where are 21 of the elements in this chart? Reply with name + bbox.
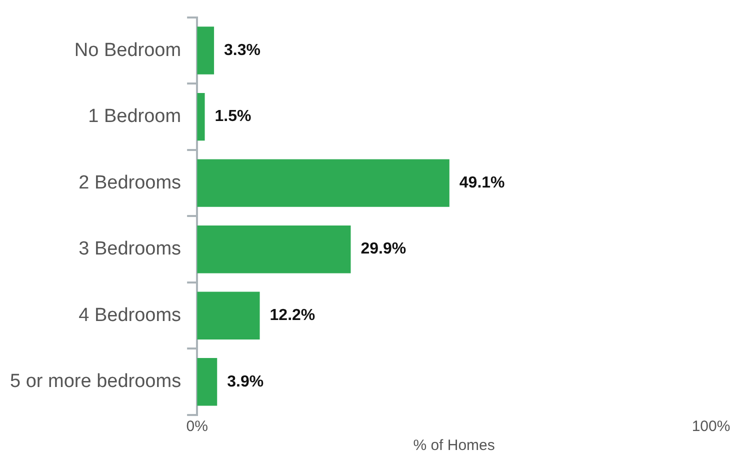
- data-label: 3.9%: [227, 373, 264, 390]
- y-tick-label: 2 Bedrooms: [78, 172, 182, 194]
- x-axis-title: % of Homes: [413, 437, 495, 454]
- data-label: 1.5%: [214, 108, 252, 126]
- y-tick-label: No Bedroom: [74, 40, 182, 61]
- y-tick-label: 3 Bedrooms: [78, 238, 182, 260]
- data-label: 12.2%: [270, 307, 316, 324]
- y-tick-label: 1 Bedroom: [88, 106, 182, 128]
- data-label: 49.1%: [459, 174, 505, 192]
- x-tick-label: 100%: [692, 418, 730, 436]
- bar: [197, 292, 260, 340]
- data-label: 3.3%: [224, 42, 261, 59]
- bar: [197, 358, 218, 406]
- data-label: 29.9%: [360, 240, 406, 258]
- bar: [197, 225, 351, 274]
- bar: [197, 26, 214, 74]
- y-tick-label: 5 or more bedrooms: [10, 371, 182, 392]
- bar: [197, 159, 450, 207]
- y-tick-label: 4 Bedrooms: [78, 304, 182, 326]
- x-tick-label: 0%: [186, 418, 208, 436]
- bar: [197, 92, 205, 141]
